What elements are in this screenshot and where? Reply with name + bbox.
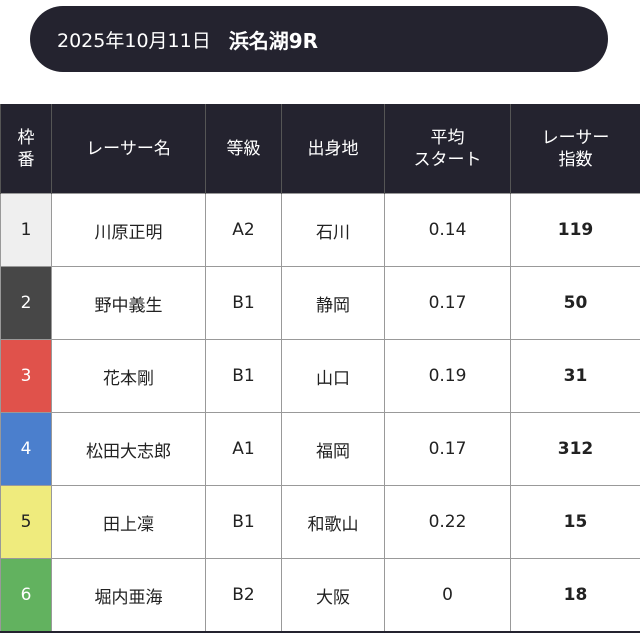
column-header: 出身地 xyxy=(281,104,385,194)
header-text: レーサー名 xyxy=(86,138,171,159)
header-text: レーサー xyxy=(541,127,610,148)
column-header: レーサー名 xyxy=(51,104,206,194)
column-header: 枠番 xyxy=(0,104,52,194)
racer-row: 1 川原正明 A2 石川 0.14 119 xyxy=(0,193,640,267)
frame-number: 4 xyxy=(0,412,52,486)
header-text: 等級 xyxy=(226,138,261,159)
cell: A2 xyxy=(205,193,282,267)
racer-row: 3 花本剛 B1 山口 0.19 31 xyxy=(0,339,640,413)
cell: 0.22 xyxy=(384,485,511,559)
racer-row: 2 野中義生 B1 静岡 0.17 50 xyxy=(0,266,640,340)
cell: 石川 xyxy=(281,193,385,267)
column-header: 平均 スタート xyxy=(384,104,511,194)
cell: 松田大志郎 xyxy=(51,412,206,486)
racer-row: 5 田上凜 B1 和歌山 0.22 15 xyxy=(0,485,640,559)
cell: 野中義生 xyxy=(51,266,206,340)
frame-number: 1 xyxy=(0,193,52,267)
cell: 312 xyxy=(510,412,640,486)
header-text: 番 xyxy=(17,149,35,170)
cell: B1 xyxy=(205,266,282,340)
frame-number: 5 xyxy=(0,485,52,559)
racer-row: 4 松田大志郎 A1 福岡 0.17 312 xyxy=(0,412,640,486)
racer-table: 枠番レーサー名 等級 出身地 平均 スタート レーサー 指数 1 川原正明 A2 石川 0.14 11… xyxy=(0,104,640,633)
cell: 0 xyxy=(384,558,511,633)
race-date: 2025年10月11日 xyxy=(57,29,211,52)
column-header: レーサー 指数 xyxy=(510,104,640,194)
cell: 和歌山 xyxy=(281,485,385,559)
header-text: スタート xyxy=(413,149,482,170)
cell: B1 xyxy=(205,485,282,559)
cell: 0.19 xyxy=(384,339,511,413)
cell: 18 xyxy=(510,558,640,633)
cell: 0.17 xyxy=(384,412,511,486)
header-row: 枠番レーサー名 等級 出身地 平均 スタート レーサー 指数 xyxy=(0,104,640,194)
header-text: 指数 xyxy=(558,149,593,170)
cell: 花本剛 xyxy=(51,339,206,413)
cell: 15 xyxy=(510,485,640,559)
header-text: 出身地 xyxy=(307,138,359,159)
cell: 119 xyxy=(510,193,640,267)
cell: B2 xyxy=(205,558,282,633)
cell: A1 xyxy=(205,412,282,486)
cell: 50 xyxy=(510,266,640,340)
header-text: 平均 xyxy=(430,127,465,148)
cell: B1 xyxy=(205,339,282,413)
column-header: 等級 xyxy=(205,104,282,194)
header-text: 枠 xyxy=(17,127,35,148)
cell: 川原正明 xyxy=(51,193,206,267)
frame-number: 6 xyxy=(0,558,52,633)
table-body: 1 川原正明 A2 石川 0.14 119 2 野中義生 B1 静岡 0.17 50 3 花本剛 B1 山口 0… xyxy=(0,193,640,633)
cell: 31 xyxy=(510,339,640,413)
frame-number: 3 xyxy=(0,339,52,413)
cell: 福岡 xyxy=(281,412,385,486)
frame-number: 2 xyxy=(0,266,52,340)
cell: 大阪 xyxy=(281,558,385,633)
race-name: 浜名湖9R xyxy=(228,28,319,53)
race-header: 2025年10月11日 浜名湖9R xyxy=(30,6,608,72)
cell: 0.14 xyxy=(384,193,511,267)
cell: 田上凜 xyxy=(51,485,206,559)
cell: 山口 xyxy=(281,339,385,413)
racer-row: 6 堀内亜海 B2 大阪 0 18 xyxy=(0,558,640,633)
cell: 0.17 xyxy=(384,266,511,340)
cell: 静岡 xyxy=(281,266,385,340)
table-head: 枠番レーサー名 等級 出身地 平均 スタート レーサー 指数 xyxy=(0,104,640,194)
cell: 堀内亜海 xyxy=(51,558,206,633)
